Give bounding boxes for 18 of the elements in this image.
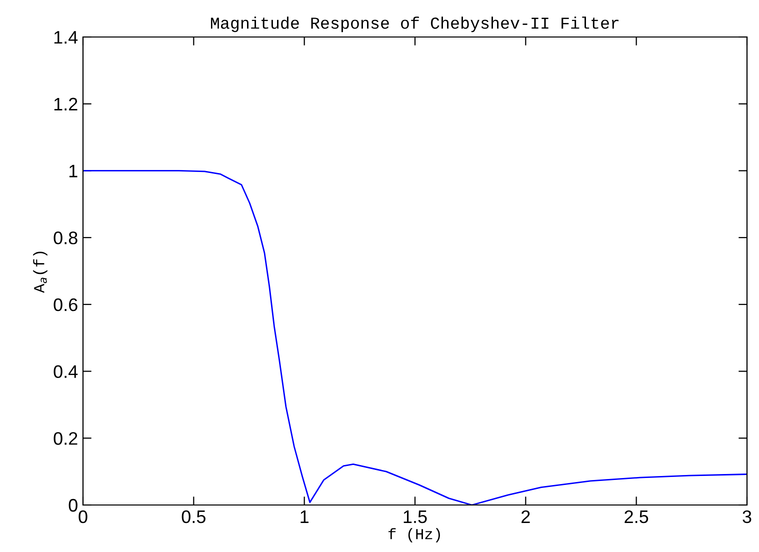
y-tick-label: 0.4 (54, 365, 78, 378)
x-tick-label: 1 (300, 510, 308, 523)
y-tick-label: 1.2 (54, 98, 78, 110)
y-tick-label: 1 (69, 164, 78, 178)
x-tick-label: 3 (742, 510, 752, 524)
y-tick-label: 0.6 (54, 298, 78, 312)
y-tick-label: 0.2 (54, 432, 78, 445)
y-tick-label: 0 (68, 498, 78, 512)
x-tick-label: 2 (522, 510, 530, 523)
y-tick-label: 0.8 (54, 232, 78, 244)
y-tick-label: 1.4 (54, 31, 78, 44)
y-axis-title: A$_{a}$(f) (33, 252, 48, 293)
x-axis-title: f (Hz) (388, 528, 440, 542)
x-tick-label: 1.5 (404, 510, 427, 524)
x-tick-label: 2.5 (624, 510, 648, 524)
x-tick-label: 0.5 (182, 510, 206, 524)
x-tick-label: 0 (78, 510, 88, 524)
chart-title: Magnitude Response of Chebyshev-II Filter (210, 16, 619, 32)
